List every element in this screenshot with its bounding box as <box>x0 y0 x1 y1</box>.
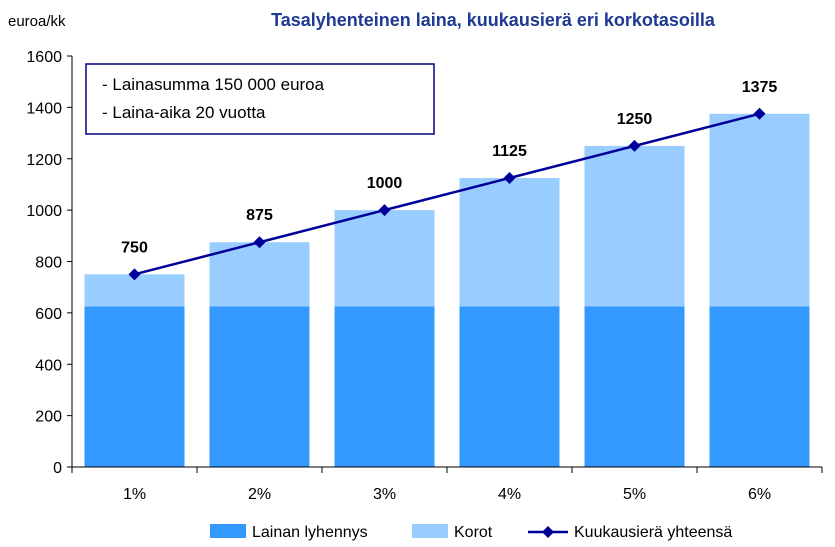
bars-layer <box>84 113 810 467</box>
y-tick-label: 1600 <box>26 49 62 66</box>
axes-layer: 0 200 400 600 800 1000 1200 1400 1600 1% 2% 3% 4% 5% 6… <box>26 49 823 503</box>
total-line <box>134 112 760 276</box>
total-marker <box>128 268 141 281</box>
y-axis-label: euroa/kk <box>8 13 66 30</box>
bar-lainan-lyhennys <box>84 306 185 467</box>
y-tick-label: 200 <box>35 409 62 426</box>
legend-marker-kuukausiera <box>542 526 554 538</box>
x-tick-label: 5% <box>623 486 646 503</box>
legend-label-lainan-lyhennys: Lainan lyhennys <box>252 524 368 541</box>
legend-swatch-lainan-lyhennys <box>210 524 246 538</box>
legend-label-kuukausiera: Kuukausierä yhteensä <box>574 524 732 541</box>
bar-lainan-lyhennys <box>334 306 435 467</box>
data-label: 1250 <box>617 111 653 128</box>
total-marker <box>628 139 641 152</box>
y-tick-label: 1400 <box>26 100 62 117</box>
annotation-line-2: - Laina-aika 20 vuotta <box>102 103 266 122</box>
x-tick-label: 1% <box>123 486 146 503</box>
bar-lainan-lyhennys <box>709 306 810 467</box>
chart-title: Tasalyhenteinen laina, kuukausierä eri k… <box>271 10 716 30</box>
y-tick-label: 0 <box>53 460 62 477</box>
total-marker <box>253 236 266 249</box>
data-label: 1375 <box>742 79 778 96</box>
x-tick-label: 6% <box>748 486 771 503</box>
data-label: 750 <box>121 239 148 256</box>
y-tick-label: 600 <box>35 306 62 323</box>
bar-korot <box>709 113 810 307</box>
bar-korot <box>334 210 435 307</box>
data-label: 875 <box>246 207 273 224</box>
total-marker <box>378 204 391 217</box>
annotation-box: - Lainasumma 150 000 euroa - Laina-aika … <box>85 63 435 135</box>
bar-korot <box>459 178 560 307</box>
y-tick-label: 1000 <box>26 203 62 220</box>
y-tick-label: 400 <box>35 357 62 374</box>
legend-swatch-korot <box>412 524 448 538</box>
bar-korot <box>584 145 685 307</box>
bar-lainan-lyhennys <box>209 306 310 467</box>
total-marker <box>753 107 766 120</box>
annotation-line-1: - Lainasumma 150 000 euroa <box>102 75 325 94</box>
y-tick-label: 800 <box>35 255 62 272</box>
legend: Lainan lyhennys Korot Kuukausierä yhteensä <box>210 524 732 541</box>
annotation-box-frame <box>85 63 435 135</box>
data-labels-layer: 750 875 1000 1125 1250 1375 <box>121 79 777 257</box>
total-line-layer <box>128 107 766 281</box>
bar-lainan-lyhennys <box>459 306 560 467</box>
legend-label-korot: Korot <box>454 524 493 541</box>
bar-lainan-lyhennys <box>584 306 685 467</box>
x-tick-label: 4% <box>498 486 521 503</box>
total-marker <box>503 172 516 185</box>
x-tick-label: 3% <box>373 486 396 503</box>
y-tick-label: 1200 <box>26 152 62 169</box>
bar-korot <box>209 242 310 307</box>
data-label: 1125 <box>492 143 527 160</box>
data-label: 1000 <box>367 175 403 192</box>
x-tick-label: 2% <box>248 486 271 503</box>
